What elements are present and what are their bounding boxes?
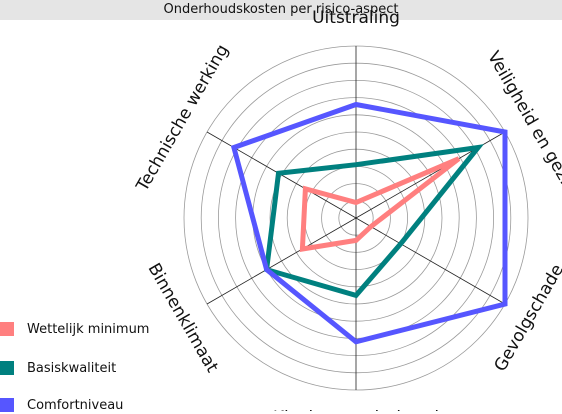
legend-swatch bbox=[0, 322, 14, 336]
legend-item-comfortniveau: Comfortniveau bbox=[0, 396, 123, 414]
axis-spoke bbox=[355, 217, 506, 305]
axis-label: Uitstraling bbox=[312, 8, 400, 28]
axis-labels: Veiligheid en gez. Gevolgschade Klachtenon… bbox=[132, 8, 562, 411]
axis-spoke bbox=[206, 217, 357, 305]
radar-grid bbox=[183, 45, 529, 391]
radar-series bbox=[230, 101, 508, 345]
series-line-comfortniveau bbox=[230, 101, 508, 345]
legend-label: Wettelijk minimum bbox=[27, 321, 150, 337]
axis-label: Gevolgschade bbox=[490, 261, 562, 375]
legend-label: Comfortniveau bbox=[27, 397, 124, 413]
series-line-wettelijk-minimum bbox=[299, 156, 461, 252]
legend-swatch bbox=[0, 361, 14, 375]
legend-label: Basiskwaliteit bbox=[27, 360, 117, 376]
legend-item-basiskwaliteit: Basiskwaliteit bbox=[0, 359, 116, 377]
axis-label: Binnenklimaat bbox=[144, 260, 223, 376]
title-bar bbox=[0, 0, 562, 20]
chart-title: Onderhoudskosten per risico-aspect bbox=[163, 2, 399, 17]
axis-label: Technische werking bbox=[132, 41, 233, 196]
legend-item-wettelijk-minimum: Wettelijk minimum bbox=[0, 320, 149, 338]
axis-label: Klachtenonderhoud bbox=[273, 408, 439, 411]
legend-swatch bbox=[0, 398, 14, 412]
axis-label: Veiligheid en gez. bbox=[483, 48, 562, 188]
